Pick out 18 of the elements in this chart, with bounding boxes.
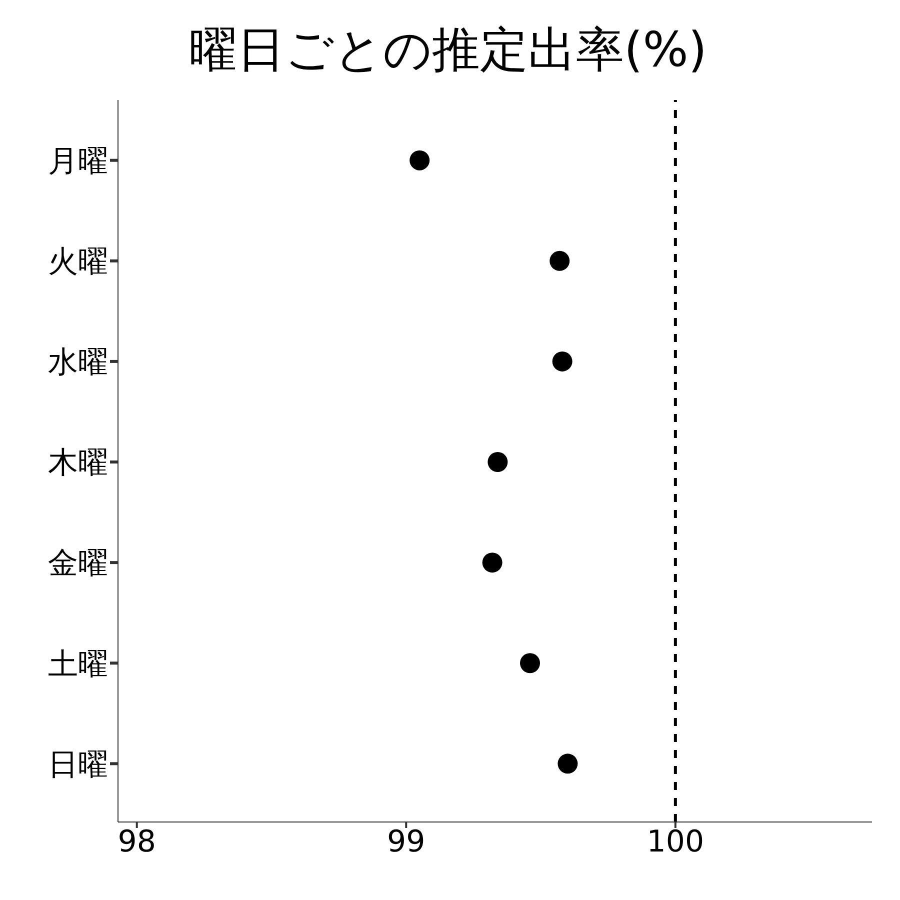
y-tick-label: 日曜 [48, 747, 108, 782]
point [482, 552, 502, 573]
x-tick-label: 100 [646, 824, 704, 860]
point [558, 754, 578, 774]
y-tick-label: 水曜 [48, 345, 108, 380]
point [520, 653, 540, 674]
y-tick-label: 金曜 [48, 546, 108, 582]
y-tick-label: 月曜 [48, 144, 108, 179]
point [550, 250, 570, 271]
point [552, 351, 572, 372]
y-tick-label: 土曜 [48, 646, 108, 682]
x-tick-label: 99 [387, 824, 426, 860]
x-tick-label: 98 [118, 824, 156, 860]
y-tick-label: 火曜 [48, 244, 108, 280]
chart-title: 曜日ごとの推定出率(%) [188, 21, 708, 80]
y-tick-label: 木曜 [48, 446, 108, 481]
point [488, 452, 508, 472]
point [410, 150, 430, 170]
